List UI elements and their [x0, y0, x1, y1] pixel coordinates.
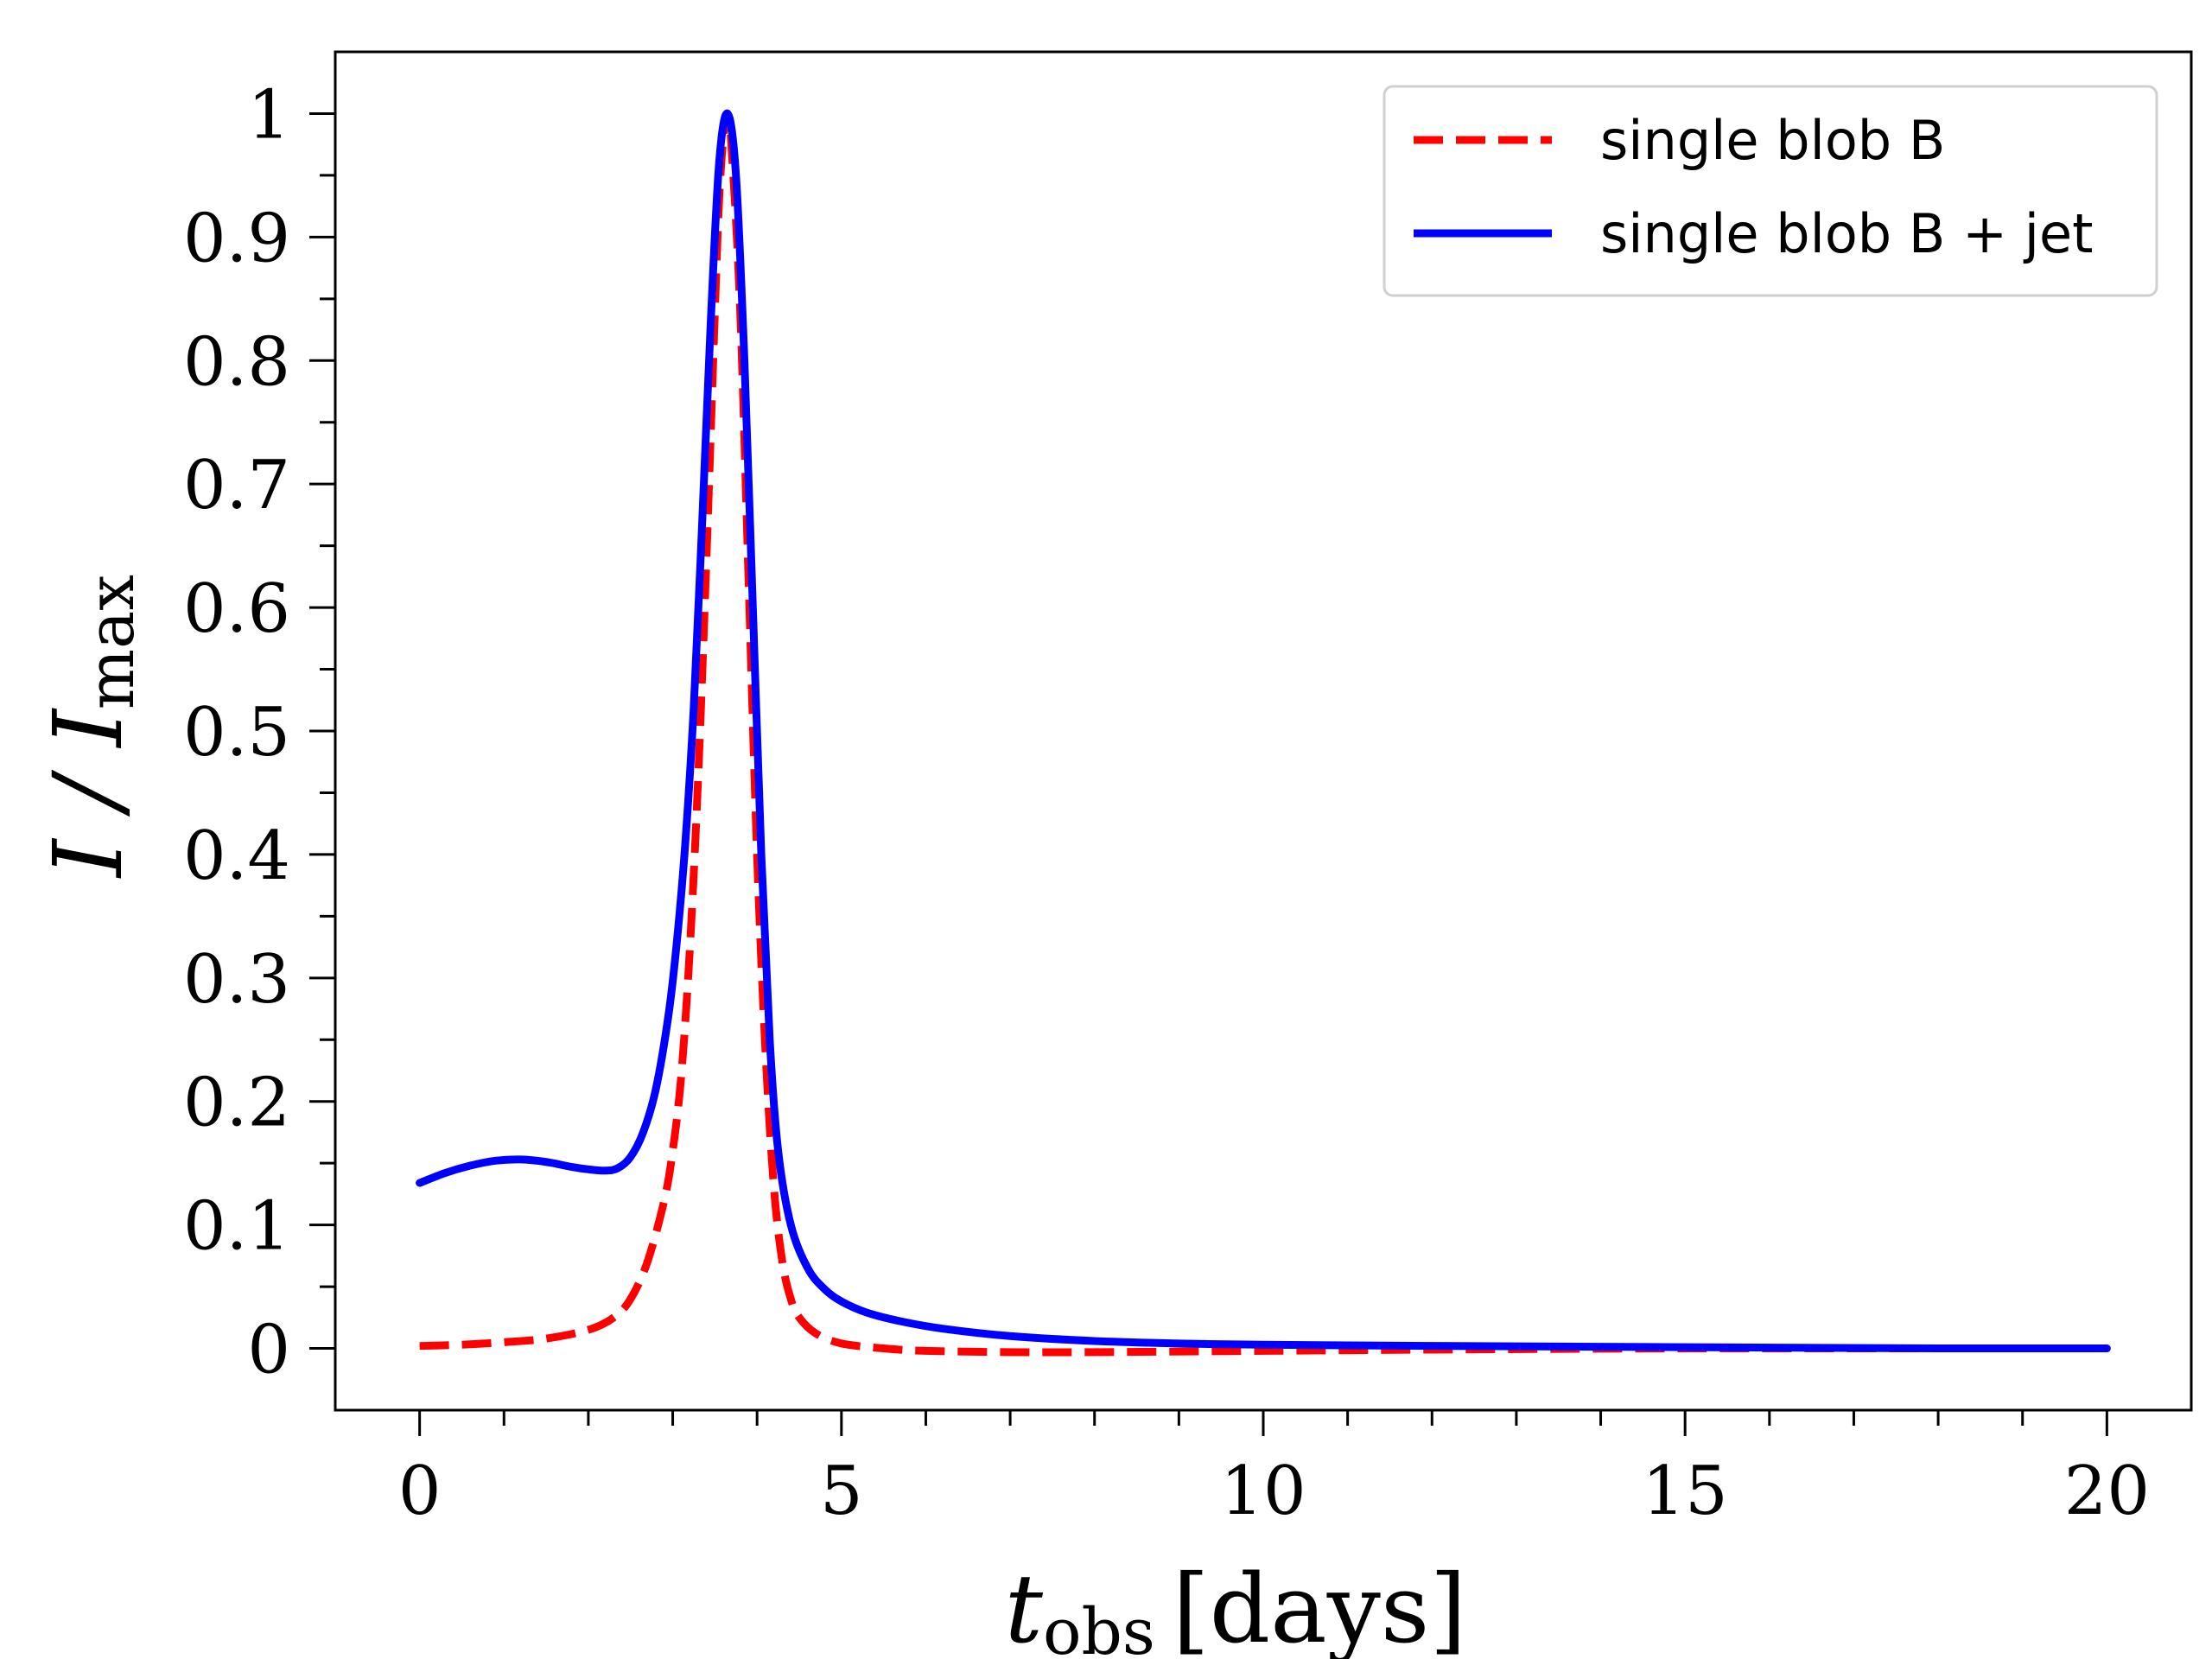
- y-tick-label: 0.1: [183, 1188, 290, 1266]
- x-tick-label: 10: [1220, 1452, 1306, 1530]
- y-tick-label: 0.6: [183, 570, 290, 648]
- legend: single blob B single blob B + jet: [1382, 85, 2158, 297]
- x-axis-label-unit: [days]: [1173, 1554, 1466, 1659]
- legend-label-single-blob-b: single blob B: [1600, 109, 1945, 172]
- y-tick-label: 0.4: [183, 817, 290, 895]
- x-tick-label: 5: [820, 1452, 863, 1530]
- axis-ticks: [309, 111, 2108, 1436]
- y-tick-label: 0.8: [183, 323, 290, 401]
- y-tick-label: 0.3: [183, 941, 290, 1019]
- y-tick-label: 0: [247, 1312, 290, 1389]
- y-tick-label: 0.5: [183, 694, 290, 772]
- x-tick-label: 0: [398, 1452, 442, 1530]
- legend-box: [1382, 85, 2158, 297]
- axis-tick-labels: 0 5 10 15 20 0 0.1 0.2 0.3 0.4 0.5 0.6 0.7 0.8 0.9 1: [183, 76, 2150, 1530]
- y-tick-label: 0.7: [183, 447, 290, 524]
- x-tick-label: 15: [1643, 1452, 1728, 1530]
- y-tick-label: 0.9: [183, 200, 290, 277]
- legend-label-single-blob-b-jet: single blob B + jet: [1600, 202, 2093, 265]
- y-axis-label-sub: max: [74, 575, 149, 709]
- x-tick-label: 20: [2064, 1452, 2150, 1530]
- y-tick-label: 0.2: [183, 1065, 290, 1142]
- series-line-single-blob-b-jet: [416, 109, 2111, 1353]
- y-tick-label: 1: [247, 76, 290, 154]
- series-line-single-blob-b: [419, 109, 2107, 1357]
- y-axis-label: I / Imax: [33, 575, 149, 879]
- y-axis-label-main: I / I: [33, 708, 143, 879]
- x-axis-label: tobs [days]: [1005, 1554, 1467, 1659]
- x-axis-label-main: t: [1005, 1554, 1044, 1659]
- x-axis-label-sub: obs: [1043, 1595, 1155, 1659]
- series-layer: [416, 109, 2111, 1357]
